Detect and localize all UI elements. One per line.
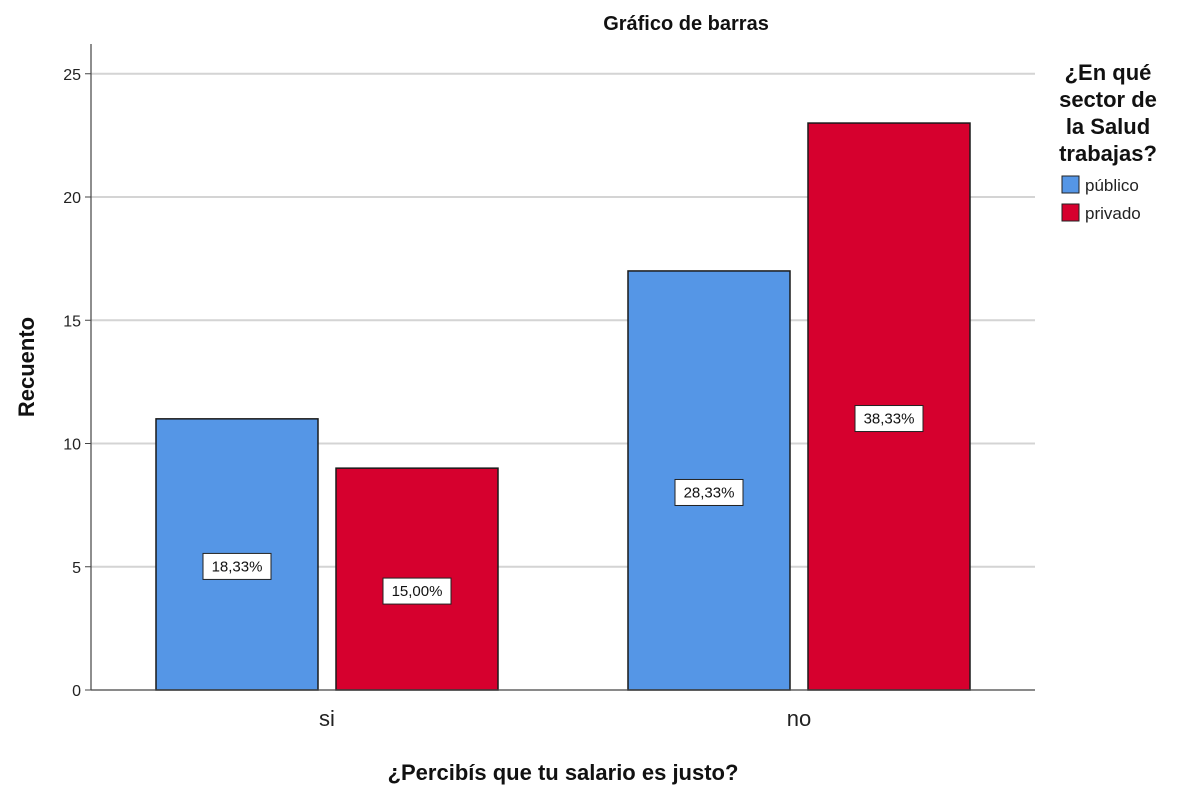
legend-label-público: público (1085, 176, 1139, 195)
legend-swatch-público (1061, 175, 1080, 194)
x-tick-label: si (319, 706, 335, 731)
y-tick-labels: 0 5 10 15 20 25 (63, 67, 81, 700)
data-labels: 18,33% 15,00% 28,33% 38,33% (202, 405, 924, 605)
data-label-box (202, 552, 272, 580)
legend-label-privado: privado (1085, 204, 1141, 223)
bars (155, 122, 971, 691)
data-label: 38,33% (864, 411, 915, 428)
data-label: 18,33% (212, 558, 263, 575)
data-label-box (382, 577, 452, 605)
legend-title-line: trabajas? (1059, 141, 1157, 166)
legend-swatch-privado (1061, 203, 1080, 222)
y-axis-title: Recuento (14, 317, 39, 417)
legend-title-line: la Salud (1066, 114, 1150, 139)
y-tick-label: 20 (63, 190, 81, 207)
data-label: 15,00% (392, 583, 443, 600)
y-tick-label: 5 (72, 560, 81, 577)
legend-title-line: ¿En qué (1065, 60, 1152, 85)
data-label-box (854, 405, 924, 433)
y-tick-label: 0 (72, 683, 81, 700)
y-tick-label: 25 (63, 67, 81, 84)
chart-title: Gráfico de barras (603, 13, 769, 35)
data-label: 28,33% (684, 484, 735, 501)
y-tick-label: 15 (63, 313, 81, 330)
axes (85, 44, 1035, 691)
x-tick-label: no (787, 706, 811, 731)
x-tick-labels: si no (319, 706, 811, 731)
y-tick-label: 10 (63, 437, 81, 454)
legend-title-line: sector de (1059, 87, 1157, 112)
x-axis-title: ¿Percibís que tu salario es justo? (388, 760, 739, 785)
data-label-box (674, 478, 744, 506)
